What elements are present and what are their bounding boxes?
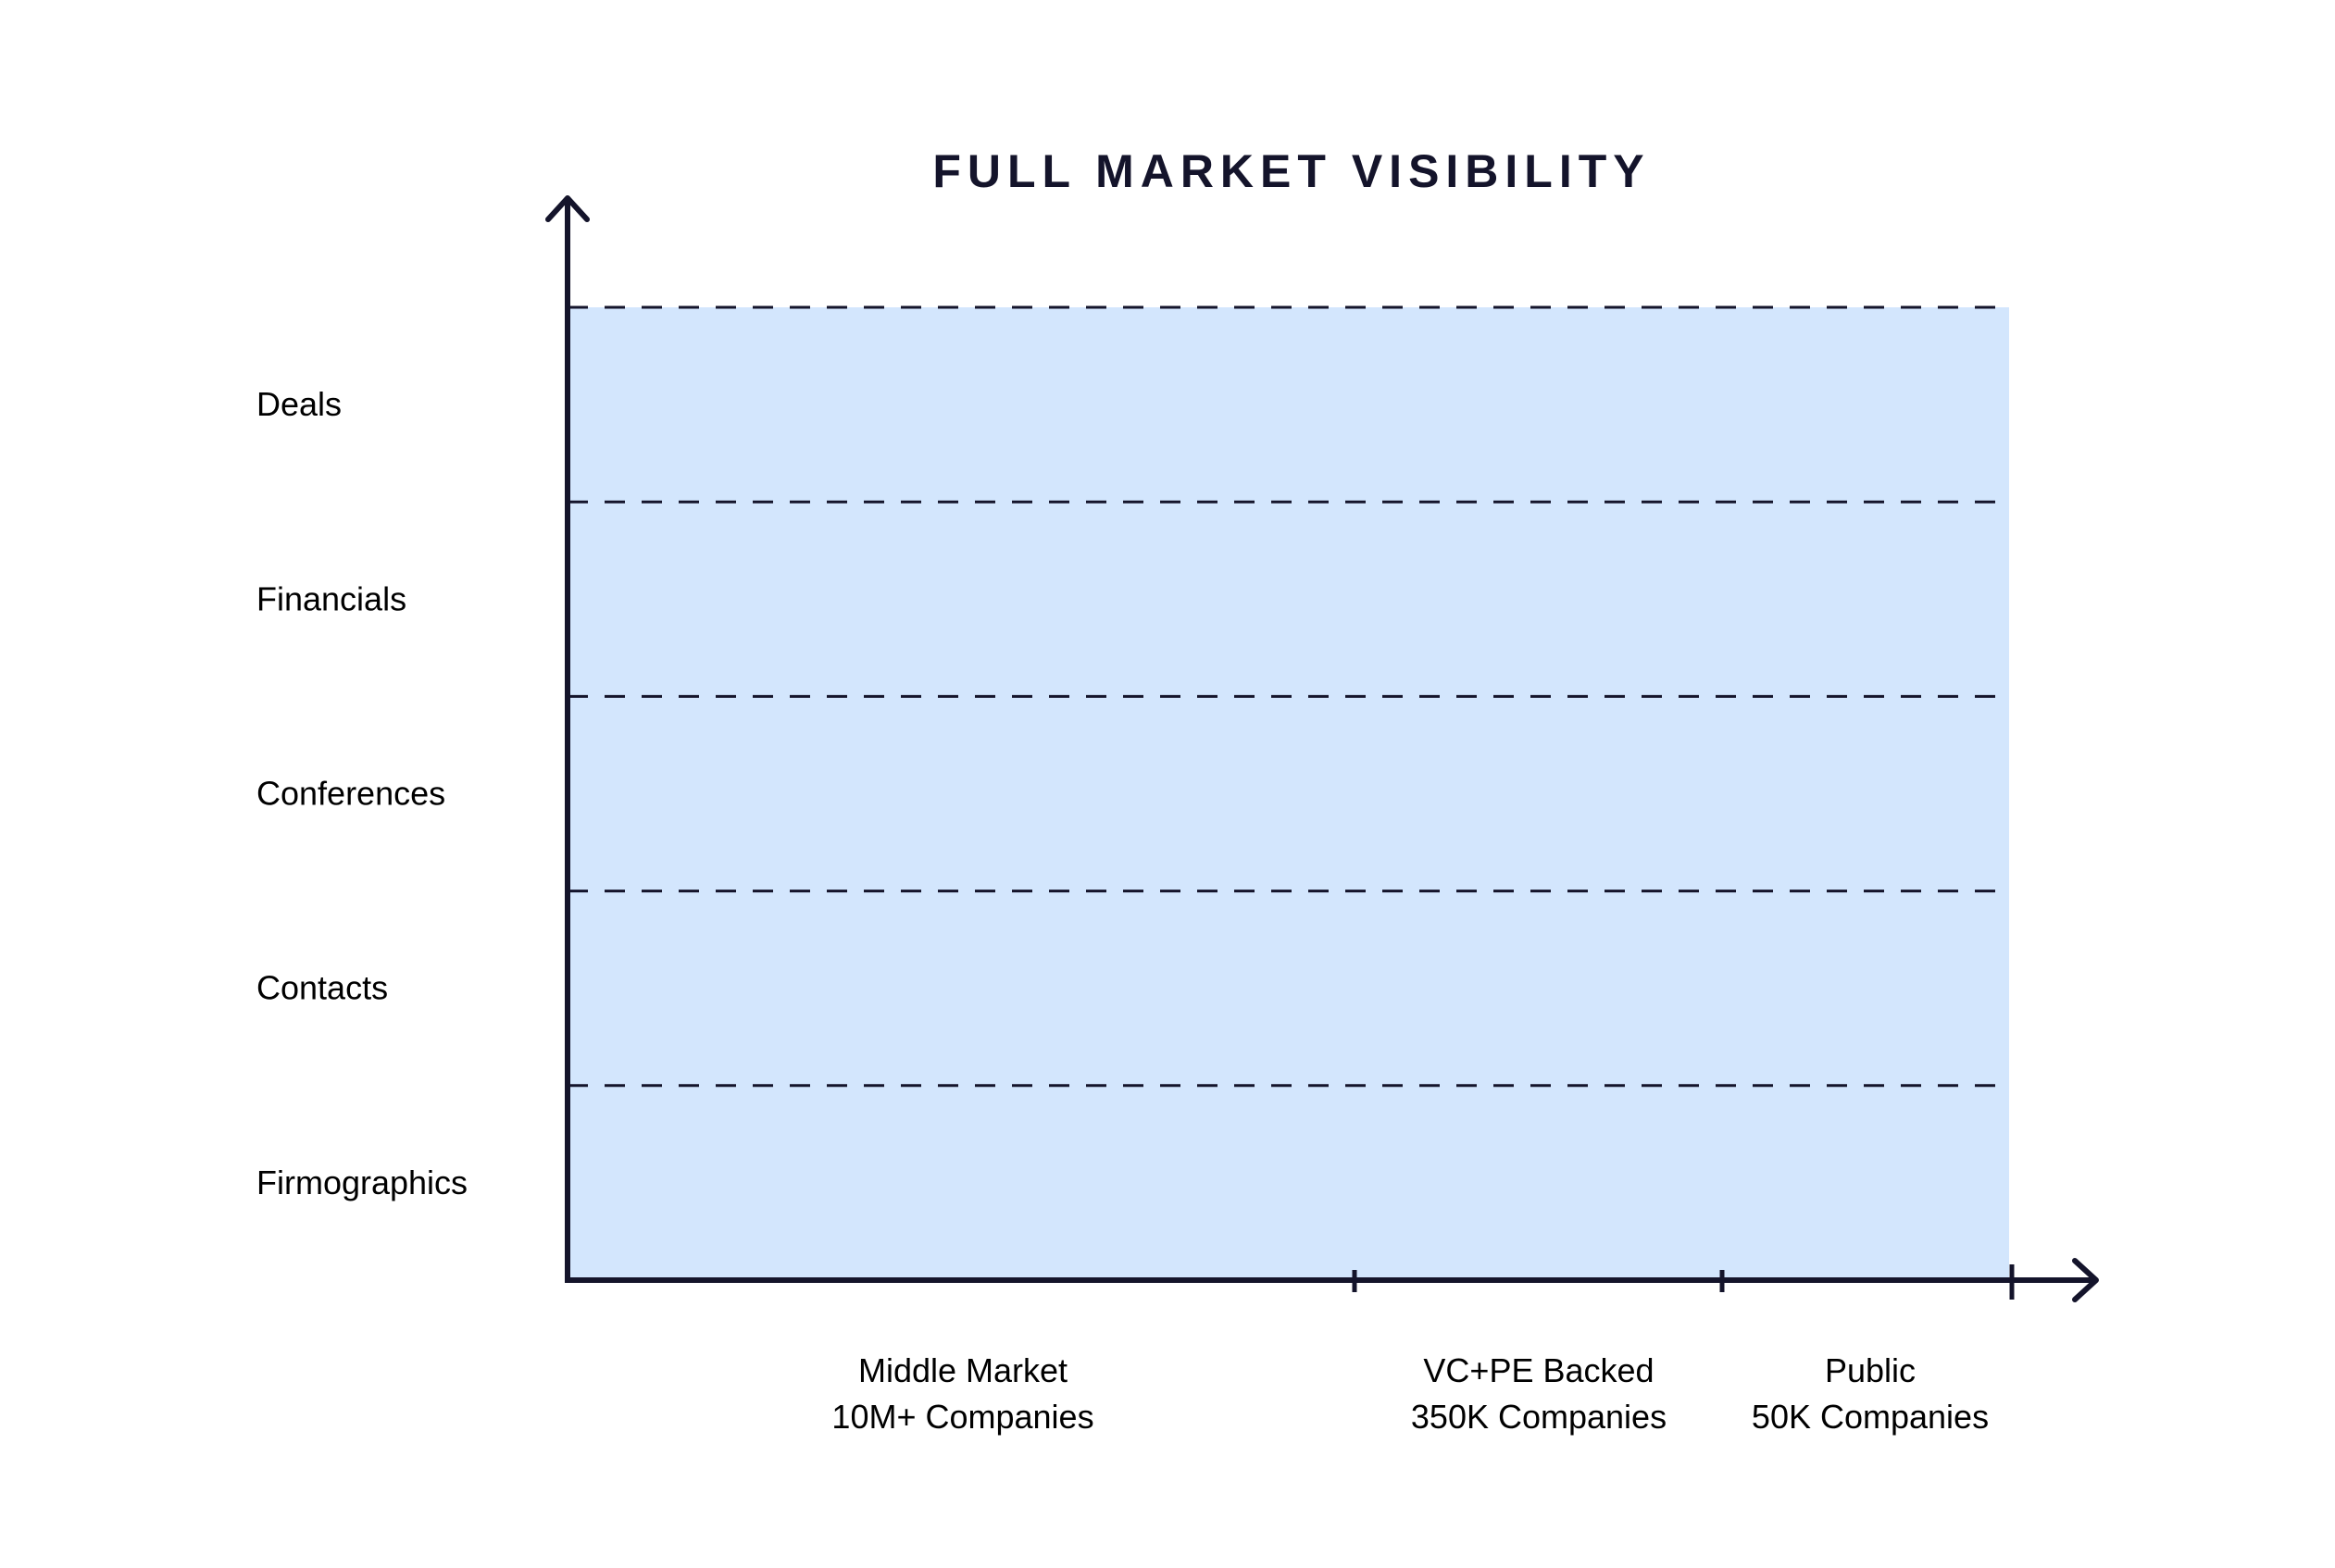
x-segment-name: Public xyxy=(1825,1351,1916,1389)
y-axis-arrowhead xyxy=(545,195,590,222)
x-segment-name: VC+PE Backed xyxy=(1423,1351,1654,1389)
x-axis-ticks xyxy=(1352,1264,2015,1300)
y-category-label: Deals xyxy=(256,385,342,423)
x-segment-count: 350K Companies xyxy=(1411,1398,1667,1436)
y-category-label: Conferences xyxy=(256,775,445,813)
y-axis-labels: Deals Financials Conferences Contacts Firmog… xyxy=(256,385,468,1201)
y-category-label: Financials xyxy=(256,579,406,617)
gridlines xyxy=(568,305,2009,1088)
x-axis-labels: Middle Market 10M+ Companies VC+PE Backed 3… xyxy=(831,1351,1989,1436)
coverage-area xyxy=(568,307,2009,1279)
chart-title: FULL MARKET VISIBILITY xyxy=(932,145,1650,197)
x-segment-count: 10M+ Companies xyxy=(831,1398,1093,1436)
y-category-label: Firmographics xyxy=(256,1164,468,1201)
x-segment-count: 50K Companies xyxy=(1752,1398,1989,1436)
y-category-label: Contacts xyxy=(256,969,388,1007)
x-axis-arrowhead xyxy=(2072,1258,2099,1302)
x-segment-name: Middle Market xyxy=(858,1351,1068,1389)
